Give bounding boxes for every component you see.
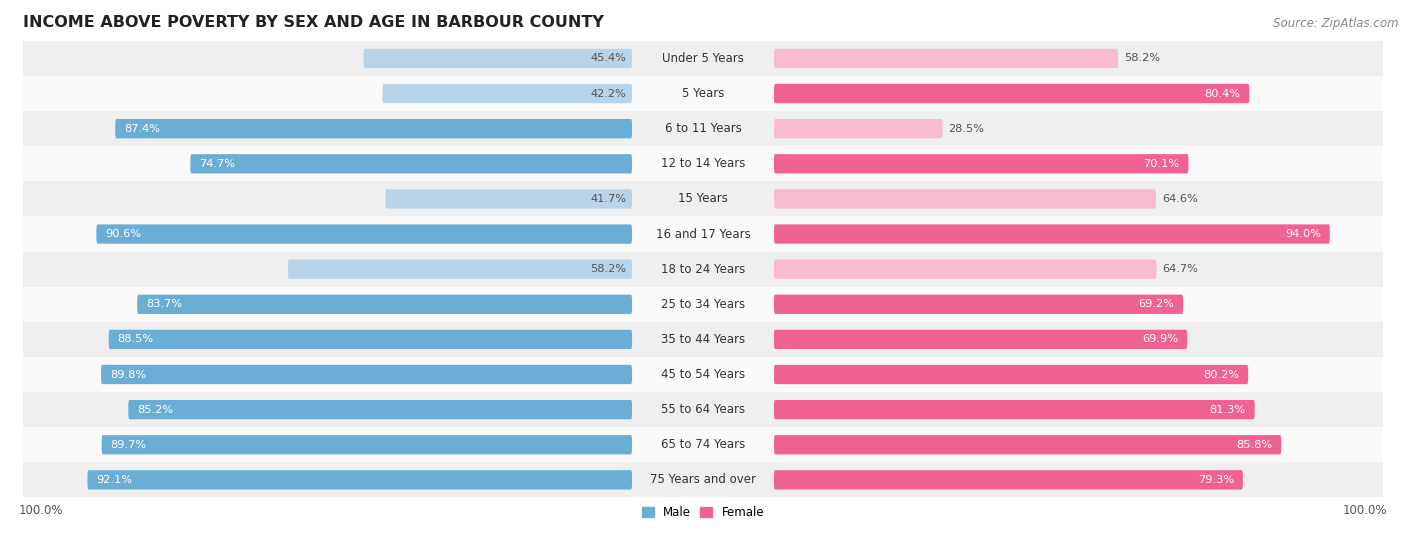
Text: 89.7%: 89.7%	[111, 440, 146, 450]
Bar	[11, 392, 1395, 427]
Text: 12 to 14 Years: 12 to 14 Years	[661, 157, 745, 170]
Text: 64.7%: 64.7%	[1163, 264, 1198, 274]
FancyBboxPatch shape	[773, 470, 1243, 490]
Text: 69.2%: 69.2%	[1139, 299, 1174, 309]
Text: 81.3%: 81.3%	[1209, 405, 1246, 415]
Text: 88.5%: 88.5%	[118, 334, 153, 344]
FancyBboxPatch shape	[101, 365, 633, 384]
Bar	[11, 181, 1395, 216]
Text: 89.8%: 89.8%	[110, 369, 146, 380]
Text: 18 to 24 Years: 18 to 24 Years	[661, 263, 745, 276]
FancyBboxPatch shape	[773, 84, 1250, 103]
FancyBboxPatch shape	[128, 400, 633, 419]
Text: 80.2%: 80.2%	[1204, 369, 1239, 380]
FancyBboxPatch shape	[108, 330, 633, 349]
Text: 35 to 44 Years: 35 to 44 Years	[661, 333, 745, 346]
FancyBboxPatch shape	[773, 119, 942, 138]
Text: 6 to 11 Years: 6 to 11 Years	[665, 122, 741, 135]
FancyBboxPatch shape	[87, 470, 633, 490]
Text: 58.2%: 58.2%	[1123, 54, 1160, 64]
FancyBboxPatch shape	[382, 84, 633, 103]
Text: 80.4%: 80.4%	[1205, 88, 1240, 98]
FancyBboxPatch shape	[97, 224, 633, 244]
FancyBboxPatch shape	[773, 259, 1157, 279]
FancyBboxPatch shape	[101, 435, 633, 454]
FancyBboxPatch shape	[773, 295, 1182, 314]
FancyBboxPatch shape	[773, 49, 1118, 68]
FancyBboxPatch shape	[138, 295, 633, 314]
Text: 16 and 17 Years: 16 and 17 Years	[655, 228, 751, 240]
Text: 55 to 64 Years: 55 to 64 Years	[661, 403, 745, 416]
FancyBboxPatch shape	[773, 224, 1330, 244]
FancyBboxPatch shape	[773, 365, 1249, 384]
Text: 75 Years and over: 75 Years and over	[650, 473, 756, 486]
Text: 79.3%: 79.3%	[1198, 475, 1234, 485]
Text: 85.2%: 85.2%	[138, 405, 173, 415]
Text: 74.7%: 74.7%	[200, 159, 235, 169]
Text: 42.2%: 42.2%	[591, 88, 626, 98]
FancyBboxPatch shape	[288, 259, 633, 279]
Bar	[11, 287, 1395, 322]
Text: 94.0%: 94.0%	[1285, 229, 1320, 239]
Text: 45.4%: 45.4%	[591, 54, 626, 64]
Bar	[11, 357, 1395, 392]
Bar	[11, 111, 1395, 146]
Text: 92.1%: 92.1%	[97, 475, 132, 485]
Text: 87.4%: 87.4%	[124, 124, 160, 134]
Text: 15 Years: 15 Years	[678, 192, 728, 205]
FancyBboxPatch shape	[773, 190, 1156, 209]
FancyBboxPatch shape	[364, 49, 633, 68]
Text: 90.6%: 90.6%	[105, 229, 141, 239]
Text: INCOME ABOVE POVERTY BY SEX AND AGE IN BARBOUR COUNTY: INCOME ABOVE POVERTY BY SEX AND AGE IN B…	[22, 15, 605, 30]
Bar	[11, 41, 1395, 76]
Bar	[11, 76, 1395, 111]
Bar	[11, 322, 1395, 357]
FancyBboxPatch shape	[385, 190, 633, 209]
Bar	[11, 427, 1395, 462]
Legend: Male, Female: Male, Female	[637, 501, 769, 523]
Text: 25 to 34 Years: 25 to 34 Years	[661, 298, 745, 311]
Text: 64.6%: 64.6%	[1161, 194, 1198, 204]
Text: 83.7%: 83.7%	[146, 299, 183, 309]
Bar	[11, 216, 1395, 252]
Text: 41.7%: 41.7%	[591, 194, 626, 204]
Text: 45 to 54 Years: 45 to 54 Years	[661, 368, 745, 381]
FancyBboxPatch shape	[773, 400, 1254, 419]
Text: 5 Years: 5 Years	[682, 87, 724, 100]
Bar	[11, 462, 1395, 498]
Text: 85.8%: 85.8%	[1236, 440, 1272, 450]
Text: Under 5 Years: Under 5 Years	[662, 52, 744, 65]
Text: 28.5%: 28.5%	[949, 124, 984, 134]
Bar	[11, 146, 1395, 181]
FancyBboxPatch shape	[773, 435, 1281, 454]
FancyBboxPatch shape	[773, 154, 1188, 173]
Bar	[11, 252, 1395, 287]
Text: 69.9%: 69.9%	[1143, 334, 1178, 344]
Text: 70.1%: 70.1%	[1143, 159, 1180, 169]
FancyBboxPatch shape	[115, 119, 633, 138]
Text: 58.2%: 58.2%	[591, 264, 626, 274]
FancyBboxPatch shape	[773, 330, 1187, 349]
FancyBboxPatch shape	[190, 154, 633, 173]
Text: 65 to 74 Years: 65 to 74 Years	[661, 438, 745, 451]
Text: Source: ZipAtlas.com: Source: ZipAtlas.com	[1274, 17, 1399, 30]
